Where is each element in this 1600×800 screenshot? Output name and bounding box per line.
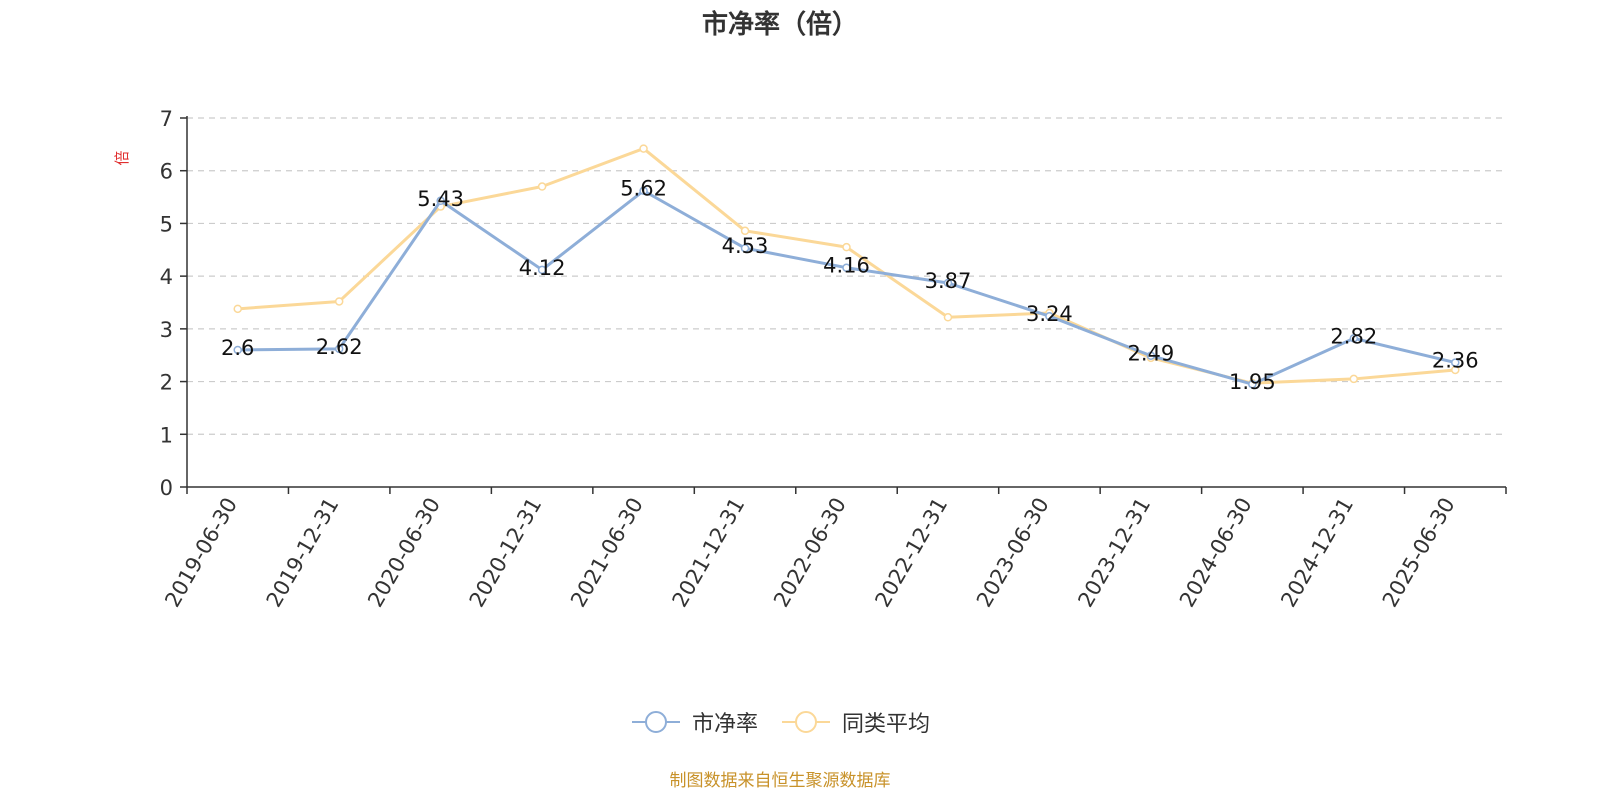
- y-axis-label: 倍: [113, 150, 131, 165]
- data-point-series-1: [740, 243, 750, 253]
- data-label: 1.95: [1229, 370, 1276, 394]
- data-label: 2.82: [1330, 324, 1377, 348]
- y-tick-label: 2: [160, 371, 173, 395]
- legend-item-series-1[interactable]: 市净率: [630, 706, 758, 738]
- x-tick-label: 2024-06-30: [1175, 494, 1257, 612]
- data-point-series-2: [639, 144, 648, 153]
- data-point-series-1: [233, 345, 242, 355]
- x-tick-label: 2019-06-30: [160, 494, 242, 612]
- data-point-series-2: [334, 297, 344, 306]
- legend-item-series-2[interactable]: 同类平均: [780, 706, 930, 738]
- data-point-series-1: [1349, 334, 1359, 343]
- x-tick-label: 2020-06-30: [363, 493, 445, 611]
- x-tick-label: 2023-12-31: [1073, 494, 1155, 612]
- legend-label: 市净率: [691, 712, 758, 737]
- x-tick-label: 2025-06-30: [1378, 494, 1460, 612]
- data-point-series-1: [1146, 351, 1156, 360]
- data-label: 5.43: [417, 187, 464, 211]
- data-point-series-1: [943, 278, 953, 288]
- source-note: 制图数据来自恒生聚源数据库: [669, 771, 891, 791]
- data-label: 2.6: [221, 336, 254, 360]
- data-label: 4.16: [823, 254, 870, 278]
- y-tick-label: 0: [160, 476, 173, 500]
- data-point-series-1: [842, 263, 851, 272]
- data-point-series-2: [537, 182, 547, 191]
- y-tick-label: 6: [160, 160, 173, 184]
- data-point-series-2: [842, 242, 851, 252]
- data-point-series-2: [233, 304, 242, 314]
- data-label: 3.87: [925, 269, 972, 293]
- legend-marker-icon: [782, 711, 830, 733]
- data-label: 3.24: [1026, 302, 1073, 326]
- data-point-series-1: [639, 186, 648, 195]
- legend-marker-icon: [631, 711, 680, 733]
- x-tick-label: 2024-12-31: [1276, 494, 1358, 612]
- x-tick-label: 2023-06-30: [972, 494, 1054, 612]
- data-point-series-1: [334, 344, 344, 354]
- data-point-series-1: [1045, 311, 1054, 321]
- data-point-series-1: [537, 265, 547, 275]
- data-point-series-1: [1248, 379, 1257, 389]
- y-tick-label: 4: [160, 265, 173, 289]
- y-tick-label: 5: [160, 212, 173, 236]
- legend: 市净率 同类平均: [0, 706, 1560, 738]
- data-point-series-2: [740, 226, 750, 236]
- y-tick-label: 7: [160, 107, 173, 131]
- data-label: 2.36: [1432, 349, 1479, 373]
- data-label: 4.53: [722, 234, 769, 258]
- data-label: 4.12: [519, 256, 566, 280]
- series-line-1: [237, 189, 1456, 386]
- data-point-series-1: [436, 196, 445, 206]
- chart-title: 市净率（倍）: [701, 10, 858, 40]
- x-tick-label: 2020-12-31: [465, 494, 547, 612]
- x-tick-label: 2022-06-30: [769, 494, 851, 612]
- data-point-series-2: [943, 313, 953, 322]
- legend-label: 同类平均: [842, 712, 931, 737]
- data-point-series-1: [1451, 358, 1460, 367]
- data-label: 2.49: [1128, 342, 1175, 366]
- x-tick-label: 2021-06-30: [566, 494, 648, 612]
- x-tick-label: 2022-12-31: [870, 494, 952, 612]
- y-tick-label: 3: [160, 318, 173, 342]
- data-label: 5.62: [620, 177, 667, 201]
- x-tick-label: 2021-12-31: [668, 494, 750, 612]
- x-tick-label: 2019-12-31: [262, 494, 344, 612]
- y-tick-label: 1: [160, 423, 173, 447]
- data-label: 2.62: [316, 335, 363, 359]
- data-point-series-2: [1349, 374, 1359, 384]
